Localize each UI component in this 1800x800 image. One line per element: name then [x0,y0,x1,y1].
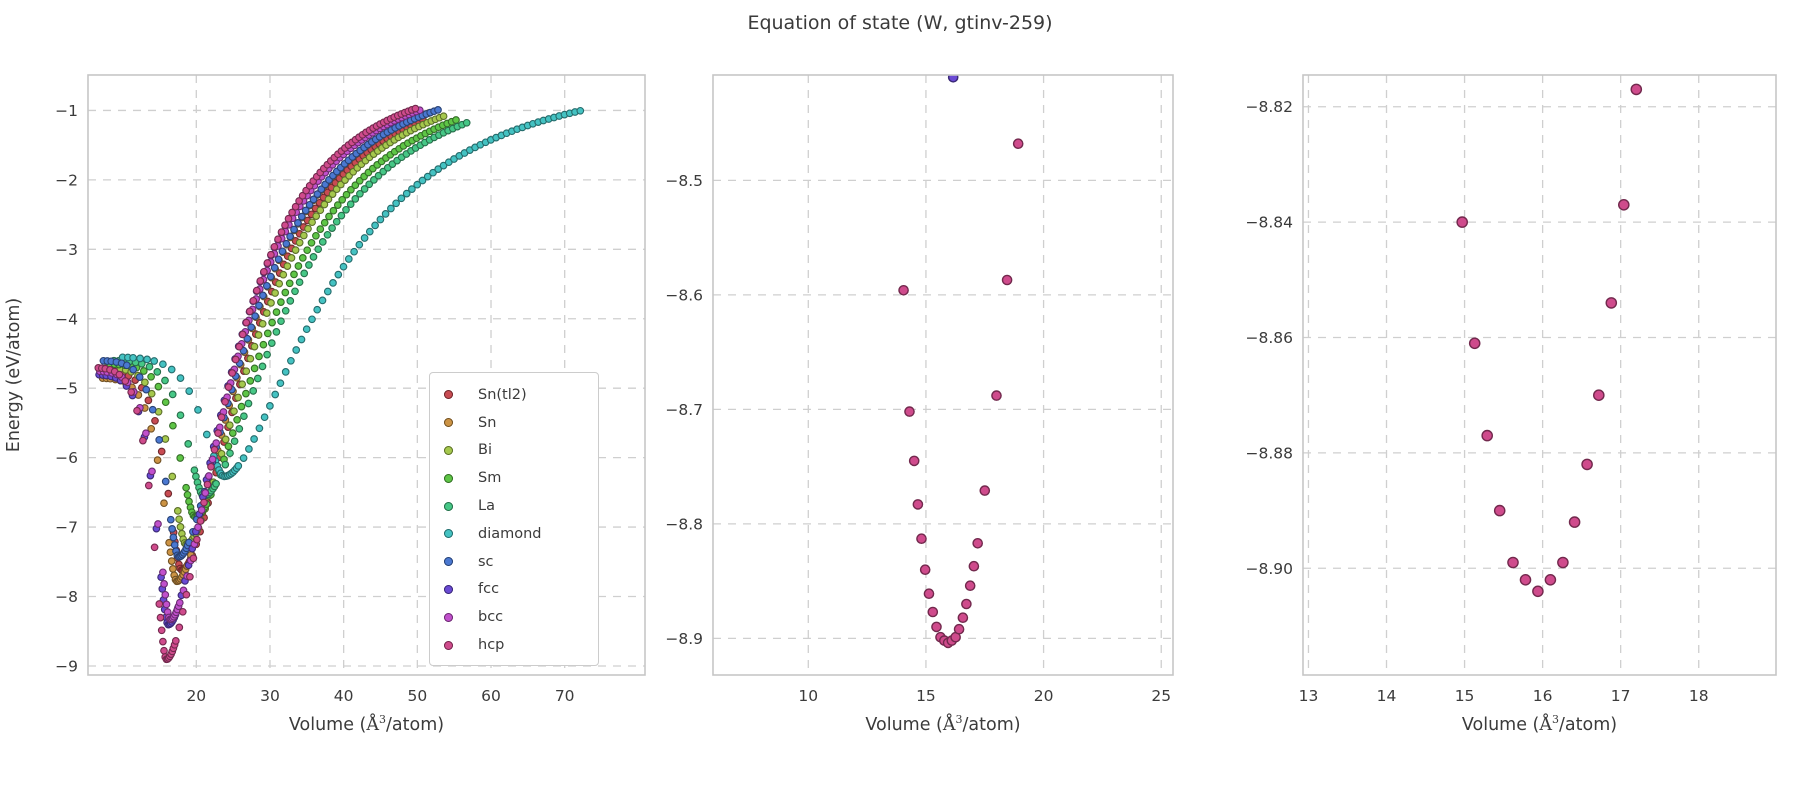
y-tick-label: −8.9 [665,630,703,648]
series-diamond [118,106,585,481]
legend-item-diamond: diamond [430,520,598,547]
x-tick-label: 16 [1533,687,1553,705]
x-tick-label: 60 [481,687,501,705]
legend-label: Sn(tl2) [478,386,527,403]
y-tick-label: −1 [55,102,78,120]
legend-item-bi: Bi [430,437,598,464]
x-tick-label: 17 [1611,687,1631,705]
legend-marker-icon [444,584,453,594]
legend-marker-icon [444,501,453,511]
y-tick-label: −2 [55,171,78,189]
x-tick-label: 50 [407,687,427,705]
y-tick-label: −8.8 [665,515,703,533]
legend-marker-icon [444,612,453,622]
subplot-zoom-mid: 10 15 20 25 −8.5 −8.6 −8.7 −8.8 −8.9 [665,74,1174,705]
legend-item-sm: Sm [430,465,598,492]
x-axis-label: Volume (Å3/atom) [865,713,1021,735]
legend-label: fcc [478,581,500,598]
y-tick-label: −8.90 [1246,560,1294,578]
legend-marker-icon [444,473,453,483]
y-tick-label: −8 [55,588,78,606]
x-tick-label: 13 [1299,687,1319,705]
series-fcc [947,75,959,83]
y-tick-label: −6 [55,449,78,467]
legend-marker-icon [444,557,453,567]
axes-border [87,74,646,676]
x-tick-label: 20 [1034,687,1054,705]
gridlines [1303,75,1776,675]
x-tick-label: 20 [186,687,206,705]
legend-label: Bi [478,442,492,459]
y-tick-label: −5 [55,380,78,398]
data-points [898,75,1024,649]
legend-label: hcp [478,637,505,654]
x-tick-label: 70 [555,687,575,705]
x-tick-label: 10 [798,687,818,705]
y-tick-label: −8.86 [1246,329,1294,347]
x-tick-label: 15 [1455,687,1475,705]
x-tick-label: 40 [334,687,354,705]
series-hcp [898,138,1024,649]
legend-label: sc [478,553,494,570]
gridlines [713,75,1173,675]
legend-marker-icon [444,529,453,539]
legend-item-sc: sc [430,548,598,575]
legend-item-la: La [430,493,598,520]
legend-item-sn-tl2-: Sn(tl2) [430,381,598,408]
x-tick-label: 30 [260,687,280,705]
y-tick-label: −8.84 [1246,214,1294,232]
legend-item-sn: Sn [430,409,598,436]
data-points [94,104,585,664]
x-tick-label: 15 [916,687,936,705]
y-tick-label: −3 [55,241,78,259]
axes-border [1302,74,1777,676]
x-tick-label: 25 [1151,687,1171,705]
y-tick-label: −9 [55,657,78,675]
series-La [110,118,471,500]
legend-marker-icon [444,418,453,428]
legend: Sn(tl2) Sn Bi Sm La diamond sc fcc bcc hcp [429,372,599,666]
x-tick-label: 14 [1377,687,1397,705]
legend-label: Sn [478,414,497,431]
x-tick-label: 18 [1689,687,1709,705]
series-hcp [94,104,420,664]
y-tick-label: −8.82 [1246,98,1294,116]
y-tick-label: −8.5 [665,172,703,190]
legend-item-bcc: bcc [430,604,598,631]
legend-label: diamond [478,525,542,542]
legend-marker-icon [444,390,453,400]
y-tick-label: −8.88 [1246,444,1294,462]
legend-item-hcp: hcp [430,632,598,659]
x-axis-label: Volume (Å3/atom) [288,713,445,735]
y-tick-label: −7 [55,519,78,537]
x-axis-label: Volume (Å3/atom) [1461,713,1618,735]
legend-label: La [478,498,495,515]
y-tick-label: −8.7 [665,401,703,419]
series-hcp [1456,83,1643,598]
y-tick-label: −4 [55,310,78,328]
y-tick-label: −8.6 [665,286,703,304]
legend-marker-icon [444,445,453,455]
legend-item-fcc: fcc [430,576,598,603]
legend-label: bcc [478,609,504,626]
subplot-zoom-fine: 13 14 15 16 17 18 −8.82 −8.84 −8.86 −8.88 −8.90 [1246,74,1777,705]
legend-label: Sm [478,470,502,487]
figure-title: Equation of state (W, gtinv-259) [747,12,1053,34]
axes-border [712,74,1174,676]
data-points [1456,83,1643,598]
legend-marker-icon [444,640,453,650]
